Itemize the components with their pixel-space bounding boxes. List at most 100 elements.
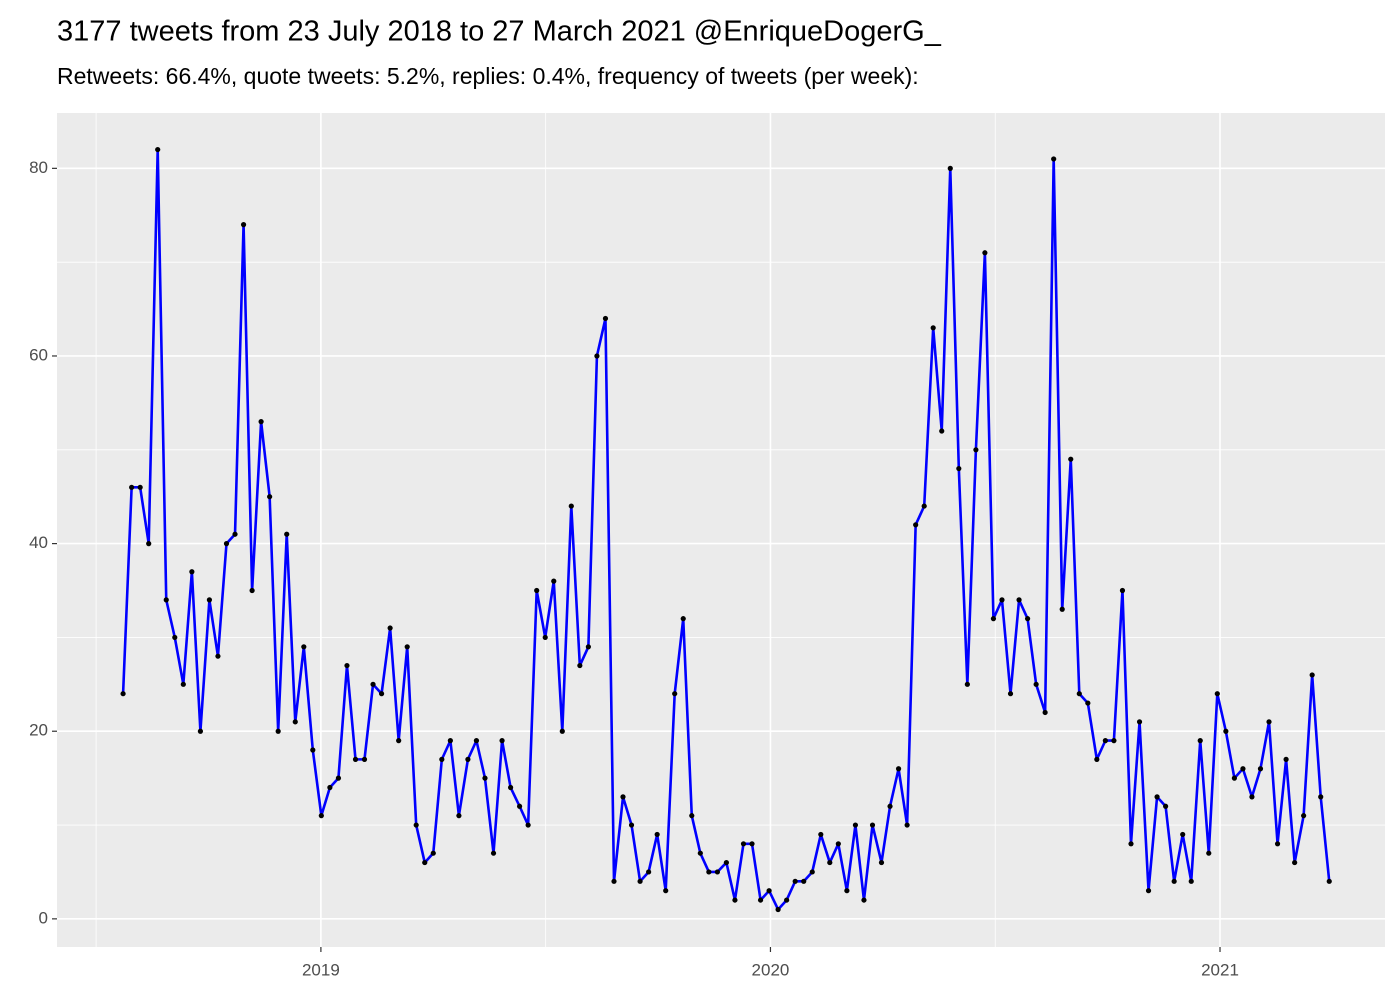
- data-point: [447, 738, 453, 744]
- data-point: [439, 756, 445, 762]
- data-point: [706, 869, 712, 875]
- data-point: [197, 728, 204, 734]
- data-point: [775, 906, 781, 913]
- data-point: [1128, 841, 1134, 847]
- data-point: [292, 719, 298, 725]
- data-point: [990, 616, 997, 622]
- data-point: [973, 447, 979, 453]
- data-point: [1007, 691, 1014, 697]
- data-point: [1240, 766, 1246, 772]
- data-point: [585, 644, 591, 650]
- data-point: [964, 681, 970, 687]
- data-point: [189, 569, 195, 575]
- y-tick-label: 60: [29, 345, 48, 364]
- data-point: [240, 222, 247, 228]
- data-point: [335, 775, 342, 781]
- data-point: [714, 869, 721, 875]
- data-point: [680, 616, 686, 622]
- data-point: [1042, 709, 1048, 716]
- data-point: [663, 888, 669, 894]
- data-point: [499, 738, 505, 744]
- data-point: [784, 897, 790, 903]
- data-point: [1094, 756, 1100, 762]
- data-point: [525, 822, 531, 828]
- data-point: [749, 841, 755, 847]
- data-point: [206, 597, 213, 603]
- data-point: [490, 850, 497, 856]
- data-point: [809, 869, 815, 875]
- y-tick-label: 40: [29, 533, 48, 552]
- data-point: [1016, 597, 1022, 603]
- data-point: [163, 597, 169, 603]
- y-tick-label: 80: [29, 158, 48, 177]
- data-point: [895, 766, 902, 772]
- data-point: [387, 625, 393, 631]
- data-point: [473, 738, 480, 744]
- y-tick-label: 20: [29, 721, 48, 740]
- data-point: [137, 484, 143, 490]
- data-point: [413, 822, 419, 828]
- chart-title: 3177 tweets from 23 July 2018 to 27 Marc…: [57, 16, 942, 48]
- data-point: [1301, 813, 1307, 819]
- data-point: [361, 756, 368, 762]
- data-point: [534, 587, 540, 594]
- data-point: [904, 822, 910, 828]
- data-point: [801, 878, 807, 884]
- data-point: [482, 775, 488, 781]
- data-point: [697, 850, 703, 856]
- data-point: [430, 850, 436, 856]
- data-point: [878, 859, 885, 866]
- data-point: [1266, 719, 1272, 725]
- data-point: [1033, 681, 1039, 687]
- data-point: [1024, 616, 1031, 622]
- data-point: [637, 878, 643, 884]
- data-point: [594, 353, 600, 359]
- x-tick-label: 2021: [1201, 960, 1239, 979]
- data-point: [404, 644, 410, 650]
- data-point: [827, 859, 833, 866]
- data-point: [956, 465, 962, 472]
- data-point: [1249, 794, 1255, 800]
- data-point: [930, 325, 936, 331]
- data-point: [516, 803, 523, 809]
- data-point: [1318, 794, 1324, 800]
- data-point: [1051, 156, 1057, 162]
- data-point: [628, 822, 635, 828]
- data-point: [352, 756, 359, 762]
- data-point: [732, 897, 738, 903]
- data-point: [611, 878, 617, 884]
- y-tick-label: 0: [39, 908, 48, 927]
- data-point: [740, 841, 747, 847]
- data-point: [1136, 719, 1143, 725]
- data-point: [1059, 606, 1065, 612]
- data-point: [344, 662, 350, 669]
- data-point: [723, 859, 729, 866]
- data-point: [757, 897, 764, 903]
- chart-subtitle: Retweets: 66.4%, quote tweets: 5.2%, rep…: [57, 63, 919, 89]
- data-point: [275, 728, 281, 734]
- data-point: [913, 522, 919, 528]
- data-point: [1231, 775, 1237, 781]
- data-point: [551, 578, 557, 584]
- data-point: [559, 728, 565, 734]
- data-point: [646, 869, 652, 875]
- data-point: [146, 541, 152, 547]
- data-point: [1214, 691, 1220, 697]
- data-point: [982, 250, 988, 256]
- data-point: [1257, 766, 1264, 772]
- data-point: [258, 419, 264, 425]
- data-point: [818, 831, 824, 838]
- data-point: [689, 813, 695, 819]
- data-point: [1068, 456, 1074, 462]
- data-point: [249, 587, 255, 594]
- data-point: [318, 813, 324, 819]
- x-tick-label: 2019: [302, 960, 340, 979]
- data-point: [1283, 756, 1289, 762]
- data-point: [1188, 878, 1194, 884]
- data-point: [1223, 728, 1229, 734]
- data-point: [861, 897, 867, 903]
- data-point: [620, 794, 626, 800]
- data-point: [267, 494, 273, 500]
- data-point: [1111, 738, 1117, 744]
- data-point: [180, 681, 186, 687]
